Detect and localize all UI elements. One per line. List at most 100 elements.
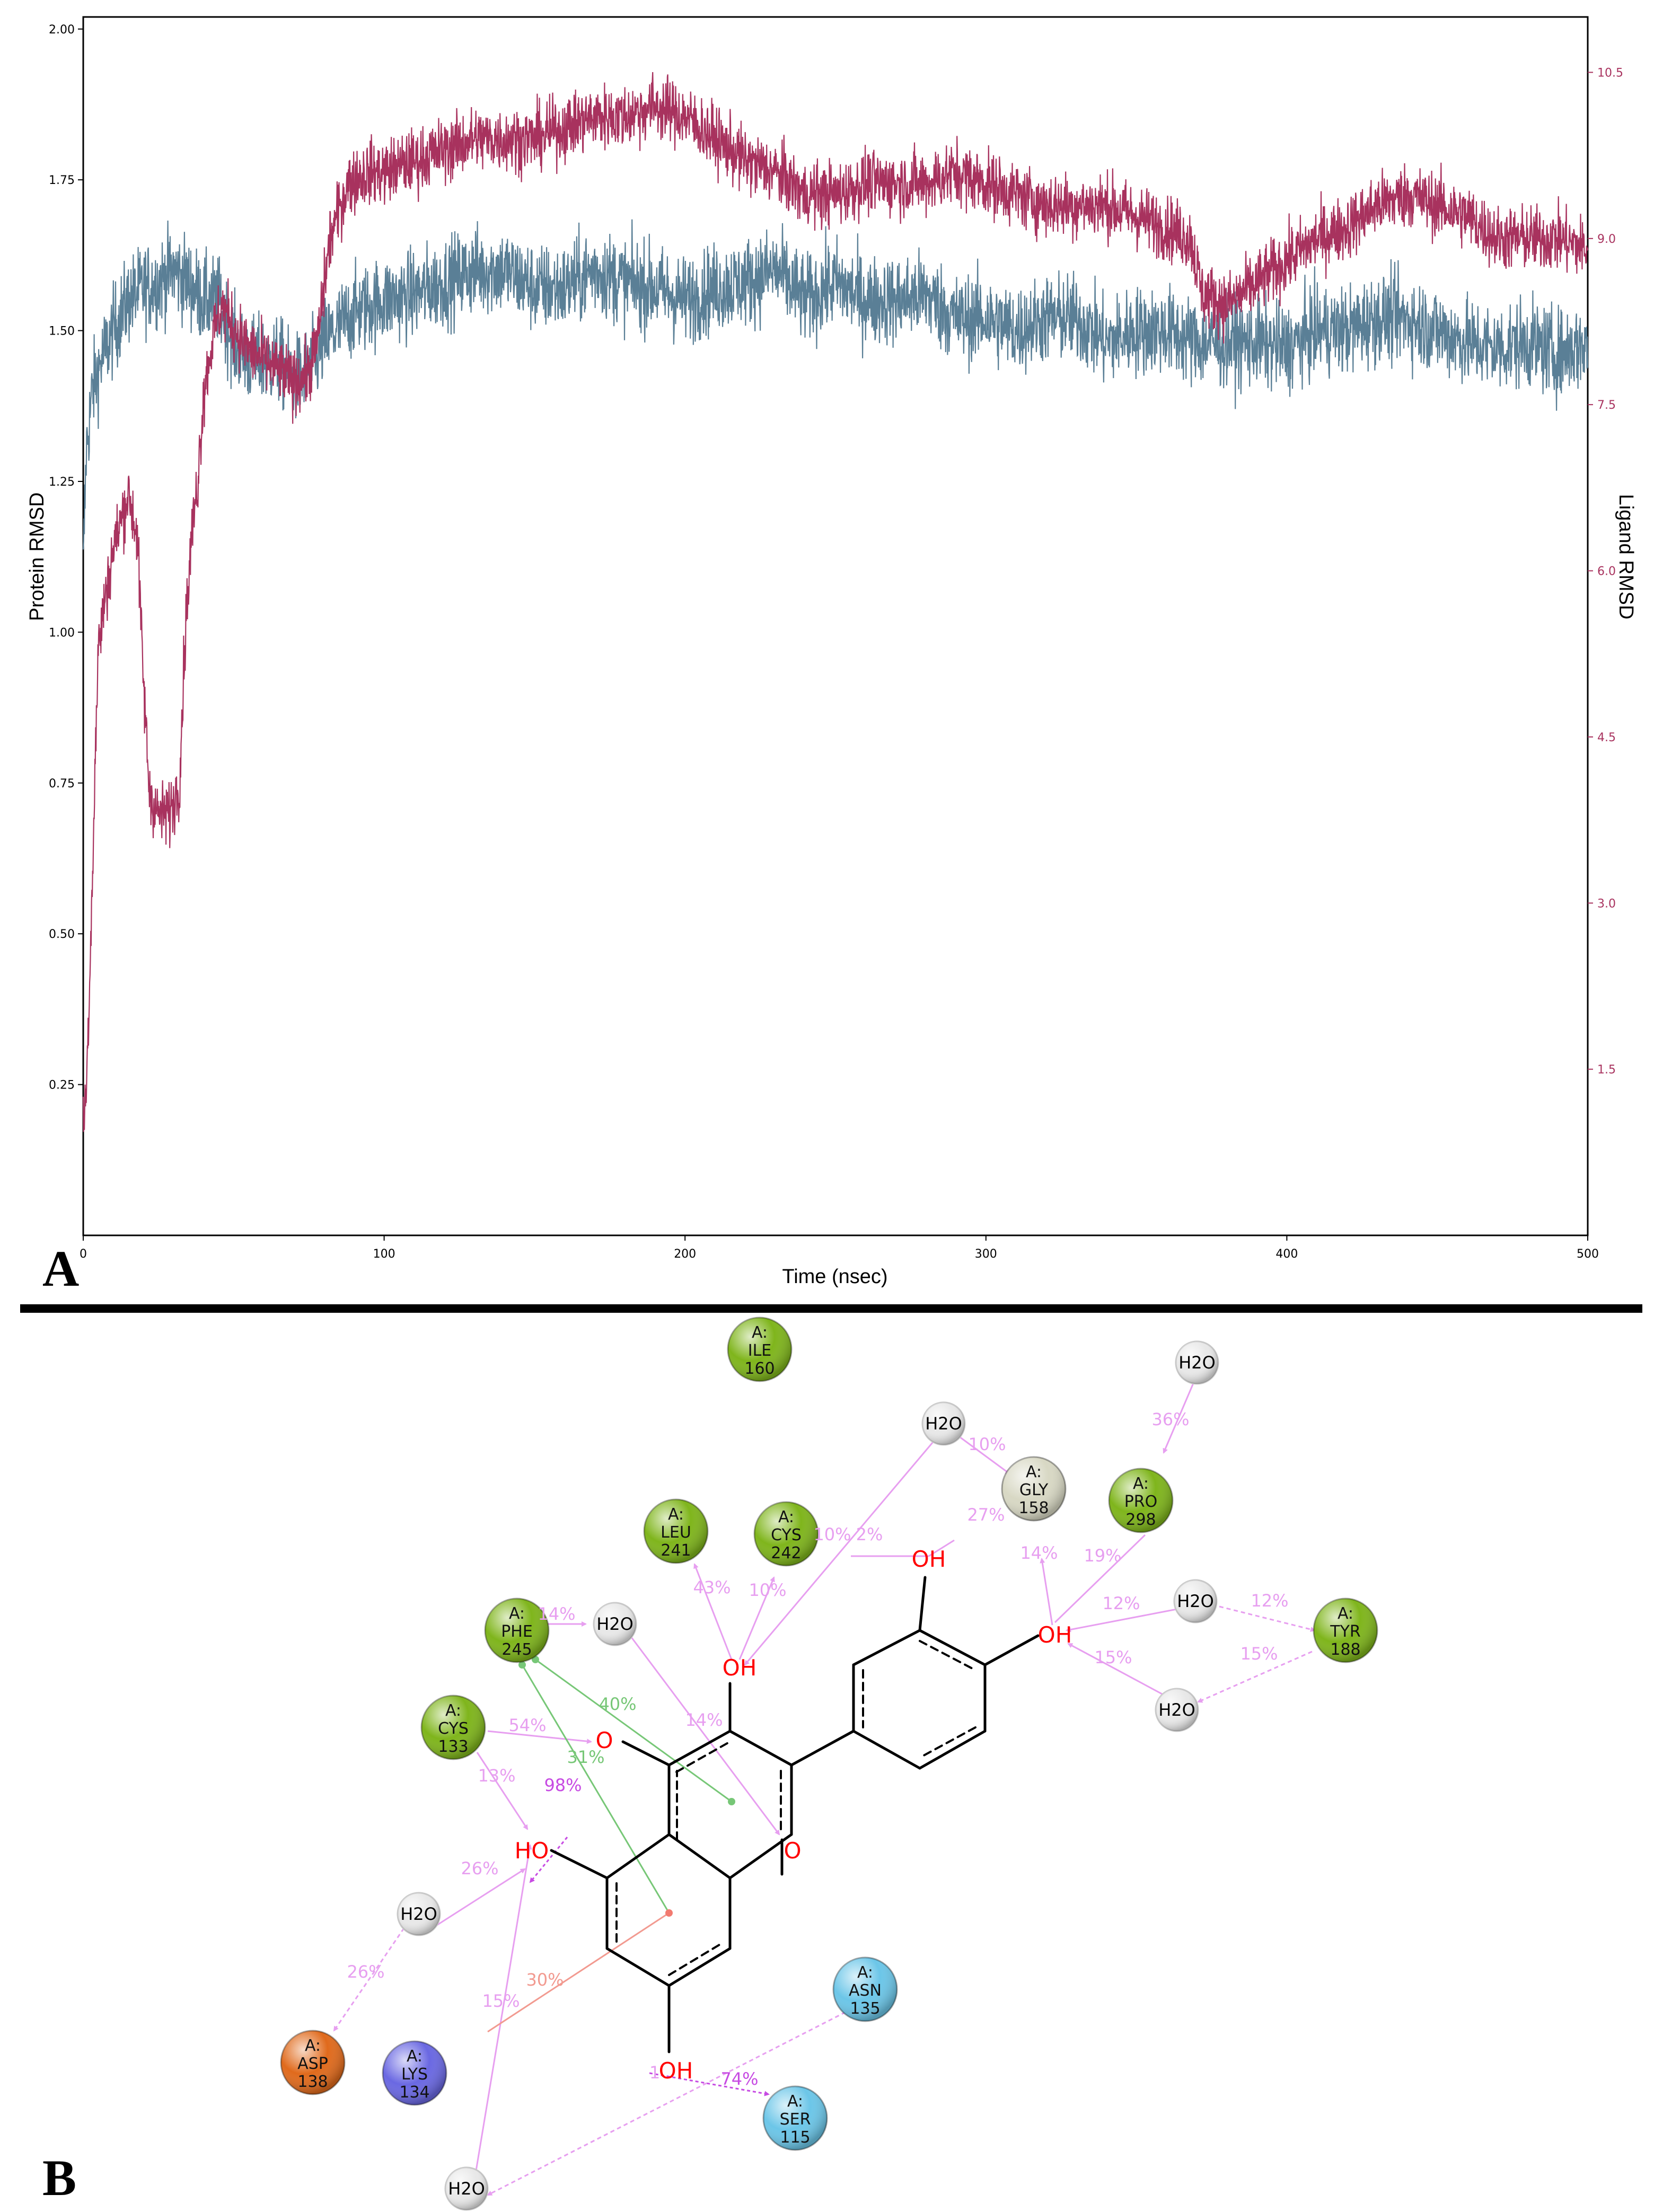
residue-label: 133 [438, 1737, 468, 1756]
ketone-oxygen-label: O [595, 1727, 613, 1753]
percentage-label: 15% [1240, 1644, 1278, 1664]
left-tick-label: 0.25 [49, 1079, 75, 1092]
residue-label: ASN [849, 1981, 882, 2000]
percentage-label: 1 [649, 2062, 660, 2083]
residue-shade [421, 1696, 485, 1759]
interaction-line [693, 1563, 733, 1660]
x-tick-label: 200 [674, 1248, 696, 1261]
water-label: H2O [448, 2179, 485, 2199]
residue-shade [281, 2031, 345, 2094]
right-tick-label: 3.0 [1597, 897, 1616, 910]
percentage-label: 15% [482, 1991, 520, 2011]
interaction-line [1040, 1558, 1053, 1626]
residue-label: CYS [438, 1719, 469, 1738]
residue-nodes: A:ILE160A:GLY158A:PRO298A:LEU241A:CYS242… [280, 1316, 1378, 2151]
residue-label: A: [787, 2092, 803, 2111]
percentage-label: 10% [968, 1434, 1006, 1454]
cation-centroid [665, 1909, 673, 1917]
water-shade [398, 1893, 440, 1935]
atom-labels: OH O O HO OH OH OH [515, 1546, 1072, 2084]
residue-label: A: [305, 2037, 321, 2055]
interaction-line [1067, 1643, 1177, 1703]
bond [918, 1730, 987, 1770]
percentage-label: 2% [856, 1524, 883, 1544]
bond [550, 1849, 609, 1880]
residue-label: TYR [1330, 1622, 1361, 1641]
bond [728, 1730, 793, 1767]
residue-label: SER [780, 2110, 811, 2129]
residue-label: 135 [850, 1999, 880, 2018]
x-tick-label: 100 [373, 1248, 395, 1261]
bond [605, 1947, 671, 1987]
interaction-line [928, 1539, 955, 1557]
hydroxyl-label: HO [515, 1838, 549, 1864]
bond [667, 1947, 732, 1987]
residue-label: 241 [661, 1541, 691, 1560]
percentage-label: 27% [967, 1505, 1005, 1525]
water-shade [594, 1603, 636, 1645]
interaction-line [627, 1632, 780, 1836]
rmsd-plot: 0 100 200 300 400 500 0.25 0.50 0.75 1.00 1.25 1.5… [26, 16, 1637, 1288]
hydroxyl-label: OH [659, 2058, 693, 2084]
right-tick-label: 1.5 [1597, 1064, 1616, 1077]
residue-shade [1002, 1457, 1066, 1521]
ring-oxygen-label: O [784, 1838, 801, 1864]
residue-label: GLY [1019, 1481, 1049, 1499]
percentage-label: 14% [1020, 1543, 1058, 1563]
residue-shade [644, 1499, 708, 1563]
bond [621, 1740, 671, 1767]
bond [852, 1629, 921, 1666]
interaction-line [1163, 1375, 1198, 1454]
right-axis-ticks: 1.5 3.0 4.5 6.0 7.5 9.0 10.5 [1588, 66, 1623, 1077]
percentage-label: 10% [749, 1580, 786, 1600]
interaction-line [487, 1730, 592, 1744]
right-tick-label: 7.5 [1597, 399, 1616, 412]
pi-centroid [532, 1656, 539, 1663]
percentage-label: 15% [1094, 1647, 1132, 1667]
x-tick-label: 0 [80, 1248, 87, 1261]
interaction-line [1197, 1651, 1313, 1703]
right-tick-label: 4.5 [1597, 731, 1616, 744]
bond [790, 1730, 855, 1767]
x-tick-label: 300 [975, 1248, 997, 1261]
percentage-label: 30% [526, 1970, 564, 1990]
interaction-lines [333, 1375, 1316, 2196]
water-shade [1156, 1689, 1198, 1731]
bond [918, 1629, 987, 1666]
left-tick-label: 1.25 [49, 476, 75, 489]
ligand-structure [550, 1576, 1040, 2053]
residue-label: 245 [502, 1640, 532, 1659]
residue-label: PHE [501, 1622, 533, 1641]
aromatic-bonds [615, 1640, 976, 1976]
residue-label: LYS [401, 2065, 428, 2084]
bond [667, 1730, 732, 1767]
interaction-line [529, 1837, 568, 1883]
bond [918, 1576, 927, 1632]
interaction-line [521, 1664, 670, 1913]
residue-label: A: [857, 1963, 873, 1982]
residue-shade [763, 2086, 827, 2150]
residue-shade [728, 1318, 791, 1381]
residue-label: 158 [1018, 1499, 1049, 1517]
interaction-line [476, 1752, 529, 1830]
residue-label: ASP [297, 2055, 328, 2073]
right-axis-label: Ligand RMSD [1615, 494, 1637, 620]
residue-label: 298 [1125, 1511, 1156, 1529]
residue-label: 188 [1330, 1640, 1360, 1659]
residue-label: 242 [771, 1544, 801, 1563]
bond [919, 1640, 976, 1671]
water-shade [445, 2167, 488, 2210]
residue-label: A: [407, 2047, 423, 2066]
hydroxyl-label: OH [912, 1546, 946, 1572]
interaction-line [487, 2011, 846, 2196]
